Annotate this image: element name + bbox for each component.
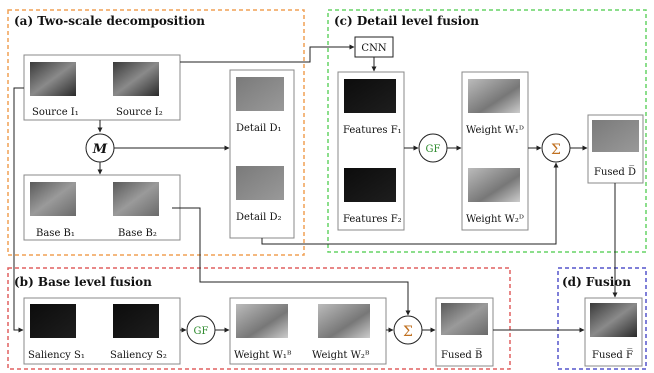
- section-b-frame: [7, 267, 511, 370]
- gf-operator-b-label: GF: [194, 326, 209, 337]
- sum-operator-b-label: Σ: [403, 324, 413, 340]
- weight-b2-image: [318, 304, 370, 338]
- saliency1-label: Saliency S₁: [28, 350, 85, 361]
- arrow-detail-to-sum: [261, 162, 559, 245]
- m-operator-label: M: [92, 142, 108, 157]
- base1-image: [30, 182, 76, 216]
- fused-b-image: [441, 303, 488, 335]
- section-a-frame: [7, 9, 305, 256]
- fused-f-image: [590, 303, 637, 337]
- detail1-image: [236, 77, 284, 111]
- cnn-label: CNN: [361, 43, 386, 54]
- saliency2-image: [113, 304, 159, 338]
- weight-d1-image: [468, 79, 520, 113]
- source1-label: Source I₁: [32, 107, 79, 118]
- fused-b-label: Fused B̅: [441, 349, 482, 361]
- fused-d-image: [592, 120, 639, 152]
- features1-image: [344, 79, 396, 113]
- arrow-source-to-cnn: [180, 44, 355, 63]
- weight-d2-label: Weight W₂ᴰ: [466, 214, 524, 225]
- source2-label: Source I₂: [116, 107, 163, 118]
- gf-operator-c-label: GF: [426, 144, 441, 155]
- weight-b1-label: Weight W₁ᴮ: [234, 350, 292, 361]
- section-b-title: (b) Base level fusion: [14, 275, 152, 289]
- source2-image: [113, 62, 159, 96]
- weight-b1-image: [236, 304, 288, 338]
- fused-d-label: Fused D̅: [594, 166, 636, 178]
- sum-operator-c-label: Σ: [551, 142, 561, 158]
- source1-image: [30, 62, 76, 96]
- saliency2-label: Saliency S₂: [110, 350, 167, 361]
- section-d-title: (d) Fusion: [562, 275, 631, 289]
- features2-image: [344, 168, 396, 202]
- section-d-frame: [557, 267, 647, 370]
- base1-label: Base B₁: [36, 228, 75, 239]
- saliency1-image: [30, 304, 76, 338]
- weight-b2-label: Weight W₂ᴮ: [312, 350, 370, 361]
- features1-label: Features F₁: [343, 125, 402, 136]
- arrow-source-to-saliency: [13, 87, 24, 333]
- base2-label: Base B₂: [118, 228, 157, 239]
- detail1-label: Detail D₁: [236, 123, 282, 134]
- section-c-title: (c) Detail level fusion: [334, 14, 479, 28]
- weight-d1-label: Weight W₁ᴰ: [466, 125, 524, 136]
- features2-label: Features F₂: [343, 214, 402, 225]
- base2-image: [113, 182, 159, 216]
- detail2-label: Detail D₂: [236, 212, 282, 223]
- detail2-image: [236, 166, 284, 200]
- fused-f-label: Fused F̅: [592, 349, 633, 361]
- arrow-base-to-sum-b: [172, 207, 411, 316]
- weight-d2-image: [468, 168, 520, 202]
- section-a-title: (a) Two-scale decomposition: [14, 14, 205, 28]
